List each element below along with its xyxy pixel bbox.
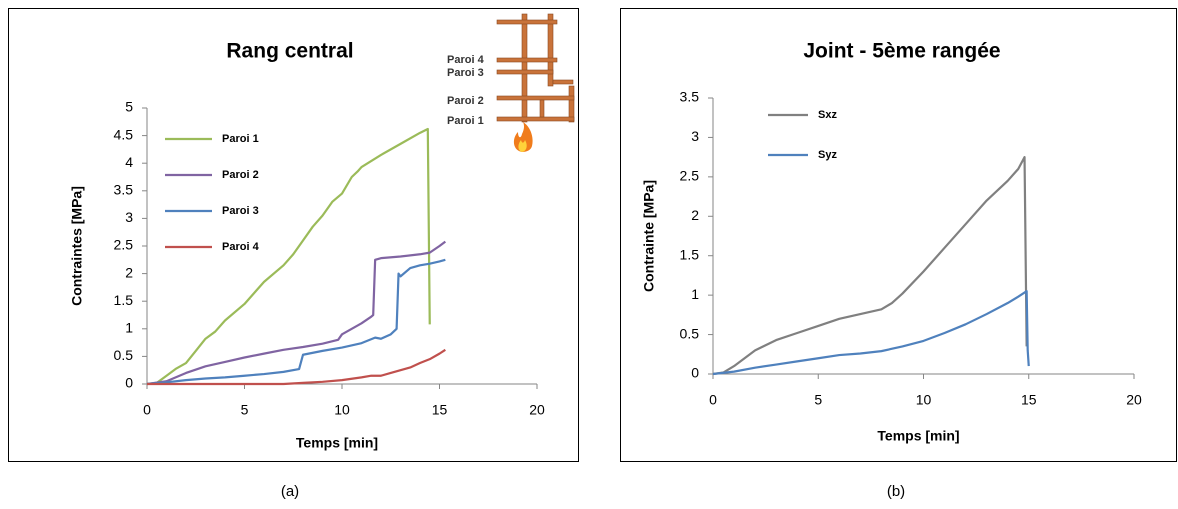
x-axis-label: Temps [min] bbox=[296, 435, 378, 451]
annotation: Paroi 1 bbox=[447, 115, 484, 127]
y-tick-label: 1 bbox=[125, 320, 133, 336]
y-tick-label: 2 bbox=[125, 264, 133, 280]
x-tick-label: 0 bbox=[709, 392, 717, 408]
legend-label: Paroi 1 bbox=[222, 133, 259, 145]
line-series bbox=[147, 348, 446, 386]
x-tick-label: 0 bbox=[143, 402, 151, 418]
legend-label: Syz bbox=[818, 149, 837, 161]
fire-icon bbox=[513, 122, 533, 152]
y-tick-label: 2 bbox=[691, 207, 699, 223]
y-tick-label: 0 bbox=[125, 375, 133, 391]
legend-label: Paroi 4 bbox=[222, 241, 260, 253]
x-tick-label: 5 bbox=[814, 392, 822, 408]
y-tick-label: 5 bbox=[125, 99, 133, 115]
y-axis-label: Contrainte [MPa] bbox=[641, 180, 657, 292]
y-tick-label: 3.5 bbox=[680, 89, 700, 105]
x-tick-label: 15 bbox=[432, 402, 448, 418]
wall-sketch bbox=[496, 13, 575, 123]
chart-title: Rang central bbox=[226, 40, 353, 63]
line-series bbox=[146, 127, 431, 386]
chart-title: Joint - 5ème rangée bbox=[803, 40, 1000, 63]
annotation: Paroi 4 bbox=[447, 54, 485, 66]
y-tick-label: 0 bbox=[691, 365, 699, 381]
x-tick-label: 10 bbox=[916, 392, 932, 408]
y-tick-label: 3 bbox=[691, 128, 699, 144]
annotation: Paroi 2 bbox=[447, 95, 484, 107]
caption: (b) bbox=[887, 483, 905, 500]
y-tick-label: 4 bbox=[125, 154, 133, 170]
y-tick-label: 1.5 bbox=[680, 246, 700, 262]
y-tick-label: 0.5 bbox=[680, 325, 700, 341]
y-tick-label: 2.5 bbox=[114, 237, 134, 253]
x-tick-label: 15 bbox=[1021, 392, 1037, 408]
caption: (a) bbox=[281, 483, 299, 500]
line-series bbox=[712, 156, 1028, 376]
x-tick-label: 10 bbox=[334, 402, 350, 418]
y-axis-label: Contraintes [MPa] bbox=[69, 186, 85, 306]
line-series bbox=[712, 290, 1030, 376]
x-axis-label: Temps [min] bbox=[877, 428, 959, 444]
y-tick-label: 4.5 bbox=[114, 126, 134, 142]
chart-frame bbox=[8, 8, 579, 462]
legend-label: Paroi 3 bbox=[222, 205, 259, 217]
y-tick-label: 1 bbox=[691, 286, 699, 302]
x-tick-label: 20 bbox=[1126, 392, 1142, 408]
x-tick-label: 5 bbox=[241, 402, 249, 418]
x-tick-label: 20 bbox=[529, 402, 545, 418]
y-tick-label: 2.5 bbox=[680, 168, 700, 184]
line-series bbox=[146, 258, 446, 386]
y-tick-label: 0.5 bbox=[114, 347, 134, 363]
legend-label: Paroi 2 bbox=[222, 169, 259, 181]
line-series bbox=[146, 240, 447, 386]
annotation: Paroi 3 bbox=[447, 67, 484, 79]
chart-frame bbox=[620, 8, 1177, 462]
legend-label: Sxz bbox=[818, 109, 837, 121]
y-tick-label: 3 bbox=[125, 209, 133, 225]
y-tick-label: 3.5 bbox=[114, 182, 134, 198]
y-tick-label: 1.5 bbox=[114, 292, 134, 308]
